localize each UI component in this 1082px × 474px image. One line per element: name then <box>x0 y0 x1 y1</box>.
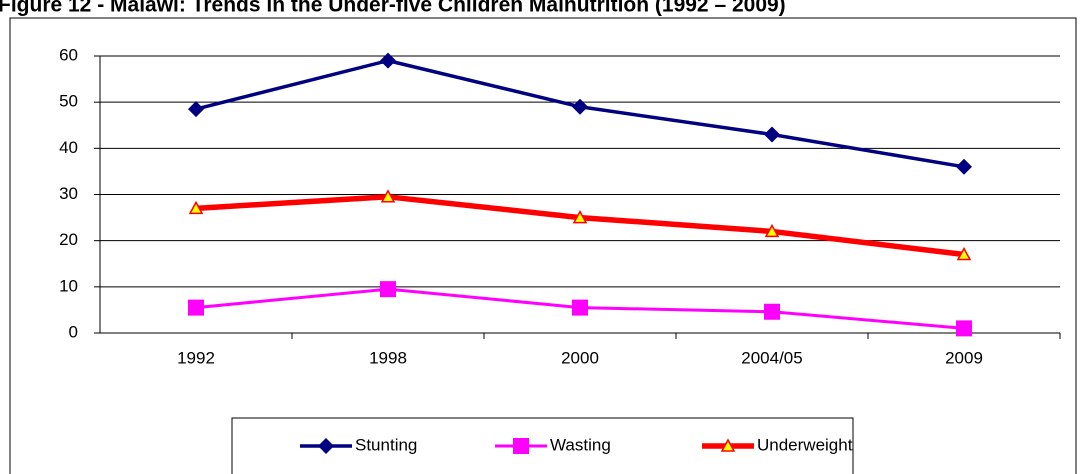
data-point <box>764 126 780 143</box>
chart-title: Figure 12 - Malawi: Trends in the Under-… <box>0 0 786 17</box>
data-point <box>188 299 204 316</box>
y-tick-label: 60 <box>59 45 78 64</box>
data-point <box>956 320 972 337</box>
y-tick-label: 0 <box>69 322 78 341</box>
y-tick-label: 50 <box>59 92 78 111</box>
data-point <box>572 98 588 115</box>
y-tick-label: 40 <box>59 138 78 157</box>
x-tick-label: 2000 <box>561 348 599 367</box>
legend-label: Wasting <box>550 435 611 454</box>
y-tick-label: 20 <box>59 230 78 249</box>
data-point <box>380 281 396 298</box>
legend-marker <box>720 438 736 452</box>
data-point <box>380 189 396 203</box>
data-point <box>956 158 972 175</box>
data-point <box>572 210 588 224</box>
data-point <box>380 52 396 69</box>
data-point <box>188 200 204 215</box>
data-point <box>188 101 204 118</box>
data-point <box>764 303 780 320</box>
data-point <box>956 246 972 261</box>
legend-label: Stunting <box>355 435 417 454</box>
x-tick-label: 1998 <box>369 348 407 367</box>
y-tick-label: 10 <box>59 276 78 295</box>
legend-marker <box>318 438 334 454</box>
x-tick-label: 1992 <box>177 348 215 367</box>
x-tick-label: 2004/05 <box>741 348 802 367</box>
y-tick-label: 30 <box>59 184 78 203</box>
legend-label: Underweight <box>757 435 853 454</box>
legend-marker <box>513 438 529 454</box>
data-point <box>572 299 588 316</box>
data-point <box>764 223 780 238</box>
x-tick-label: 2009 <box>945 348 983 367</box>
